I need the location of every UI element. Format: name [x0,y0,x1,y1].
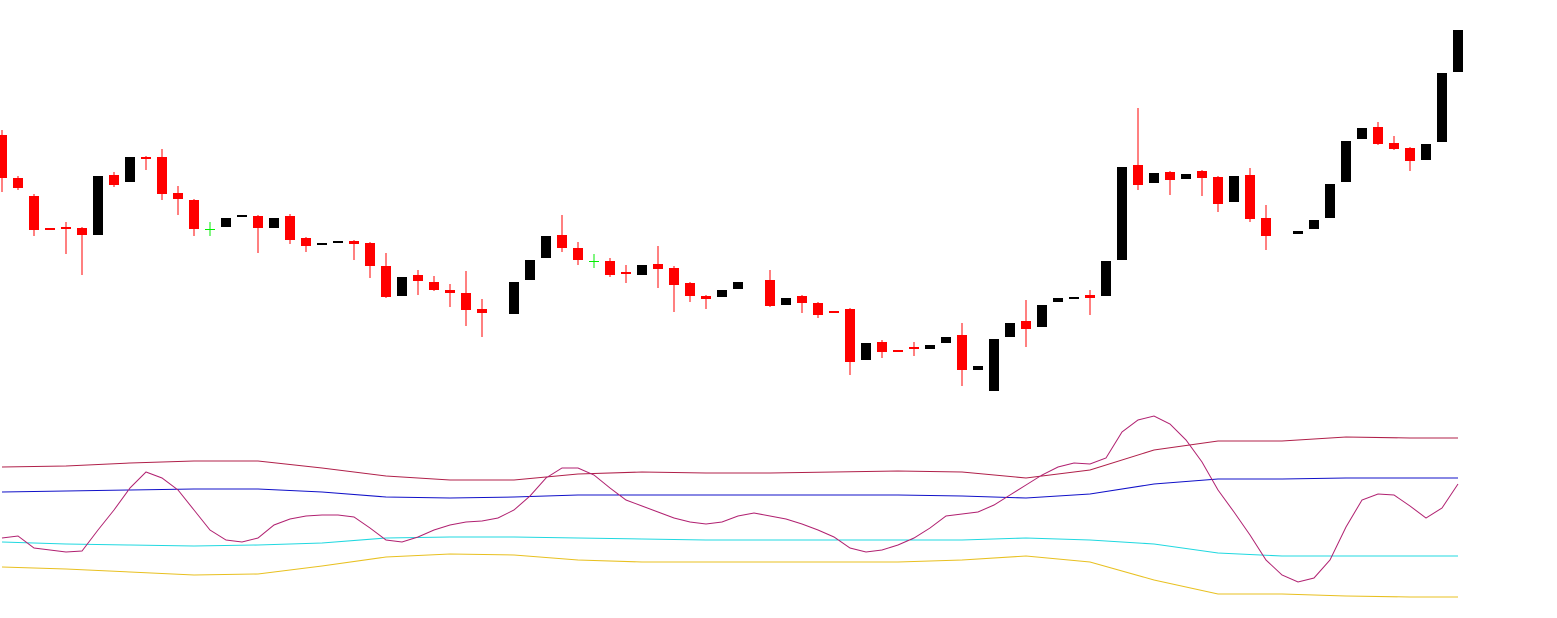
candle-body [541,236,551,258]
candle-body [205,229,215,230]
candle-body [77,228,87,235]
candle-body [125,157,135,182]
indicator-line [1,536,1458,557]
candle-body [1261,218,1271,236]
candle-body [573,248,583,260]
candle-body [1165,172,1175,180]
candle-body [957,335,967,370]
candle-body [157,157,167,194]
candle-body [301,238,311,246]
indicator-line [1,415,1459,583]
candle-body [1053,298,1063,302]
indicator-line [1,477,1458,499]
candle-body [701,296,711,299]
candle-body [365,243,375,266]
candle-body [1437,73,1447,142]
candle-body [93,176,103,235]
candle-body [141,157,151,159]
candle-body [717,290,727,297]
candle-body [1229,176,1239,202]
candle-body [45,228,55,230]
candle-body [1453,30,1463,72]
candle-body [269,218,279,228]
candle-body [1325,184,1335,218]
candle-body [861,343,871,360]
candle-body [525,260,535,280]
candle-body [109,175,119,185]
candle-body [637,265,647,275]
candle-body [941,337,951,343]
candle-body [829,311,839,313]
candle-body [349,241,359,244]
candle-body [397,277,407,296]
indicator-line [1,436,1458,481]
candle-body [237,215,247,217]
candle-body [1133,165,1143,185]
candle-body [1197,171,1207,178]
candle-body [173,193,183,199]
candle-body [1357,128,1367,139]
candle-body [765,280,775,306]
candle-body [1309,220,1319,229]
candle-body [589,261,599,262]
candle-body [989,339,999,391]
candle-body [413,275,423,281]
candle-body [317,243,327,245]
candle-body [653,264,663,269]
candle-body [333,241,343,243]
candle-body [29,196,39,230]
candle-body [1021,321,1031,329]
candle-body [461,293,471,310]
candle-body [621,272,631,274]
candle-body [0,135,7,178]
candle-body [1101,261,1111,296]
candle-body [1245,175,1255,219]
candle-body [845,309,855,362]
candle-body [445,290,455,293]
candle-body [253,216,263,228]
candle-body [733,282,743,289]
candle-body [1373,127,1383,144]
candle-body [1293,231,1303,234]
candle-body [1085,295,1095,298]
candle-body [1213,177,1223,204]
candle-body [797,296,807,303]
candle-body [1005,323,1015,337]
candle-body [1069,297,1079,299]
candle-body [813,303,823,315]
candle-body [61,227,71,229]
candle-body [605,261,615,275]
candle-body [893,350,903,352]
candle-body [13,178,23,188]
candle-body [285,216,295,240]
candle-body [221,218,231,227]
candle-body [909,347,919,349]
candle-body [973,366,983,370]
candle-body [1405,148,1415,161]
candle-body [381,266,391,297]
candle-body [1181,174,1191,179]
candle-body [429,282,439,290]
candle-body [1389,143,1399,149]
candle-body [685,283,695,296]
candle-body [1421,144,1431,160]
candle-body [509,282,519,314]
candle-body [925,345,935,349]
candle-body [1117,167,1127,260]
candle-body [781,298,791,305]
candle-body [1037,305,1047,327]
candle-body [189,200,199,229]
candle-body [877,342,887,352]
candle-body [669,268,679,285]
candle-body [557,235,567,248]
indicator-line [1,553,1458,598]
candle-body [1341,141,1351,182]
candle-body [1149,173,1159,183]
candle-body [477,309,487,313]
